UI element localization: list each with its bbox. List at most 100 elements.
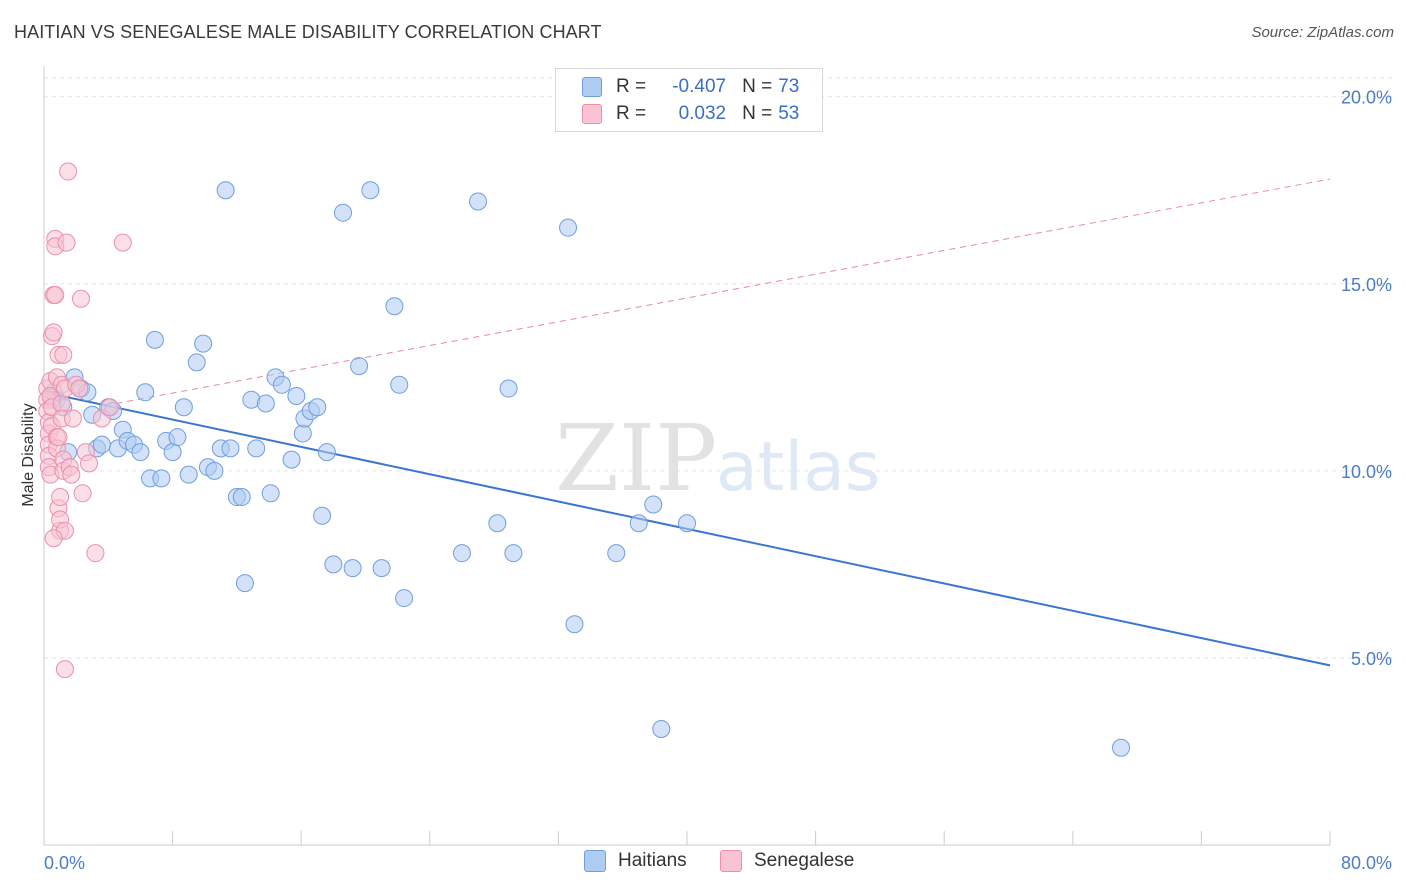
chart-title: HAITIAN VS SENEGALESE MALE DISABILITY CO… xyxy=(14,22,602,42)
point-senegalese xyxy=(52,394,71,413)
legend-row-senegalese: R = 0.032 N = 53 xyxy=(582,101,799,127)
point-haitians xyxy=(221,439,240,458)
x-tick-label: 0.0% xyxy=(44,853,85,873)
point-senegalese xyxy=(113,233,132,252)
point-haitians xyxy=(652,720,671,739)
point-haitians xyxy=(333,203,352,222)
point-haitians xyxy=(145,330,164,349)
legend-n-label: N = xyxy=(742,103,773,124)
legend-n-label: N = xyxy=(742,76,773,97)
point-haitians xyxy=(282,450,301,469)
series-legend-senegalese[interactable]: Senegalese xyxy=(720,850,854,872)
point-haitians xyxy=(287,387,306,406)
point-haitians xyxy=(194,334,213,353)
point-haitians xyxy=(235,574,254,593)
legend-r-label: R = xyxy=(616,76,647,97)
point-haitians xyxy=(343,559,362,578)
legend-swatch-haitians xyxy=(582,77,602,97)
point-haitians xyxy=(488,514,507,533)
point-haitians xyxy=(372,559,391,578)
point-haitians xyxy=(293,424,312,443)
point-senegalese xyxy=(70,379,89,398)
y-axis-label: Male Disability xyxy=(20,403,37,506)
legend-swatch-senegalese xyxy=(582,104,602,124)
point-haitians xyxy=(317,443,336,462)
point-haitians xyxy=(313,506,332,525)
point-senegalese xyxy=(44,529,63,548)
point-haitians xyxy=(644,495,663,514)
x-tick-label: 80.0% xyxy=(1341,853,1392,873)
point-haitians xyxy=(469,192,488,211)
point-haitians xyxy=(168,428,187,447)
series-swatch-senegalese xyxy=(720,850,742,872)
point-haitians xyxy=(261,484,280,503)
point-senegalese xyxy=(49,428,68,447)
source-label: Source: ZipAtlas.com xyxy=(1251,24,1394,41)
stats-legend: R = -0.407 N = 73 R = 0.032 N = 53 xyxy=(555,68,823,132)
point-senegalese xyxy=(51,488,70,507)
point-senegalese xyxy=(62,465,81,484)
trend-line-senegalese xyxy=(116,178,1331,404)
point-senegalese xyxy=(55,660,74,679)
point-haitians xyxy=(131,443,150,462)
point-haitians xyxy=(205,461,224,480)
point-senegalese xyxy=(57,233,76,252)
point-haitians xyxy=(607,544,626,563)
point-haitians xyxy=(499,379,518,398)
point-haitians xyxy=(629,514,648,533)
point-senegalese xyxy=(59,162,78,181)
point-haitians xyxy=(565,615,584,634)
point-haitians xyxy=(187,353,206,372)
y-tick-label: 5.0% xyxy=(1351,649,1392,669)
zipatlas-watermark: ZIP atlas xyxy=(555,405,880,512)
legend-r-value: 0.032 xyxy=(678,103,727,124)
point-senegalese xyxy=(86,544,105,563)
point-senegalese xyxy=(80,454,99,473)
point-senegalese xyxy=(71,289,90,308)
point-haitians xyxy=(452,544,471,563)
y-tick-label: 20.0% xyxy=(1341,88,1392,108)
legend-r-value: -0.407 xyxy=(672,76,727,97)
point-haitians xyxy=(678,514,696,533)
point-haitians xyxy=(350,357,369,376)
point-haitians xyxy=(361,181,380,200)
watermark-atlas: atlas xyxy=(716,428,880,507)
y-tick-label: 10.0% xyxy=(1341,462,1392,482)
legend-row-haitians: R = -0.407 N = 73 xyxy=(582,74,799,100)
point-senegalese xyxy=(46,286,65,305)
point-haitians xyxy=(216,181,235,200)
point-senegalese xyxy=(44,323,63,342)
tick-labels: 5.0% 10.0% 15.0% 20.0% 0.0% 80.0% xyxy=(44,88,1392,873)
series-label-haitians: Haitians xyxy=(618,850,687,871)
legend-n-value: 73 xyxy=(778,76,800,97)
point-haitians xyxy=(385,297,404,316)
point-haitians xyxy=(92,435,111,454)
point-haitians xyxy=(179,465,198,484)
point-haitians xyxy=(152,469,171,488)
series-legend: Haitians Senegalese xyxy=(0,850,1406,878)
series-legend-haitians[interactable]: Haitians xyxy=(584,850,687,872)
point-haitians xyxy=(504,544,523,563)
point-haitians xyxy=(308,398,327,417)
watermark-zip: ZIP xyxy=(555,405,717,512)
point-haitians xyxy=(247,439,266,458)
y-tick-label: 15.0% xyxy=(1341,275,1392,295)
data-points xyxy=(38,162,1131,757)
point-senegalese xyxy=(54,345,73,364)
point-haitians xyxy=(163,443,182,462)
point-haitians xyxy=(232,488,251,507)
point-haitians xyxy=(390,375,409,394)
gridlines xyxy=(44,77,1392,659)
point-haitians xyxy=(272,375,291,394)
series-label-senegalese: Senegalese xyxy=(754,850,855,871)
point-haitians xyxy=(174,398,193,417)
point-senegalese xyxy=(63,409,82,428)
point-senegalese xyxy=(100,398,119,417)
point-haitians xyxy=(324,555,343,574)
point-haitians xyxy=(1112,738,1131,757)
point-senegalese xyxy=(73,484,92,503)
legend-r-label: R = xyxy=(616,103,647,124)
point-haitians xyxy=(256,394,275,413)
point-haitians xyxy=(395,589,414,608)
